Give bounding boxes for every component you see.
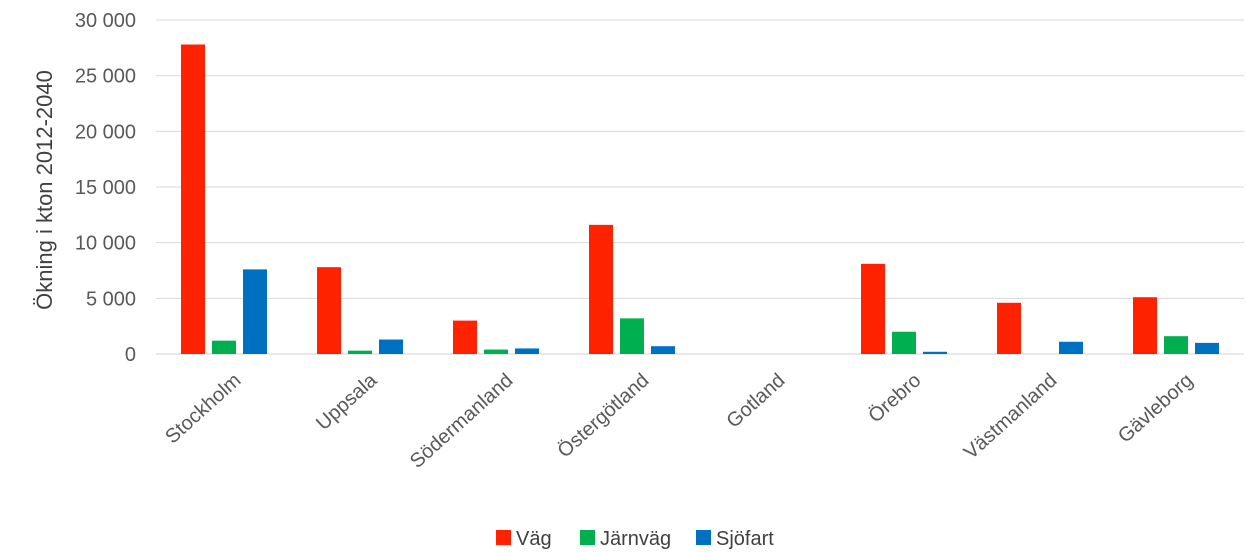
legend-label: Väg <box>516 528 552 550</box>
x-category-label: Södermanland <box>406 369 517 472</box>
bar-sjöfart-6 <box>1059 341 1083 354</box>
bar-sjöfart-5 <box>923 351 947 354</box>
y-tick-label: 5 000 <box>86 288 136 310</box>
legend-label: Järnväg <box>600 528 671 550</box>
x-category-label: Gävleborg <box>1114 369 1197 447</box>
y-tick-label: 25 000 <box>75 66 136 88</box>
bars <box>181 44 1219 354</box>
y-tick-label: 15 000 <box>75 177 136 199</box>
y-tick-label: 20 000 <box>75 121 136 143</box>
x-category-label: Östergötland <box>554 369 654 462</box>
bar-sjöfart-1 <box>379 339 403 354</box>
bar-sjöfart-3 <box>651 346 675 354</box>
bar-järnväg-0 <box>212 340 236 354</box>
bar-järnväg-1 <box>348 350 372 354</box>
legend-swatch-väg <box>496 530 511 545</box>
x-category-label: Örebro <box>864 369 925 427</box>
y-tick-label: 30 000 <box>75 10 136 32</box>
bar-väg-1 <box>317 267 341 354</box>
bar-väg-7 <box>1133 297 1157 354</box>
bar-sjöfart-0 <box>243 269 267 354</box>
bar-sjöfart-2 <box>515 348 539 354</box>
bar-järnväg-5 <box>892 331 916 354</box>
x-axis-category-labels: Stockholm Uppsala Södermanland Östergötland… <box>161 369 1197 473</box>
bar-sjöfart-7 <box>1195 342 1219 354</box>
y-axis-tick-labels: 0 5 000 10 000 15 000 20 000 25 000 30 000 <box>75 10 136 366</box>
legend-swatch-järnväg <box>580 530 595 545</box>
legend-label: Sjöfart <box>716 528 774 550</box>
bar-järnväg-3 <box>620 318 644 354</box>
x-category-label: Uppsala <box>312 369 382 435</box>
bar-väg-3 <box>589 224 613 354</box>
bar-väg-2 <box>453 320 477 354</box>
legend: Väg Järnväg Sjöfart <box>496 528 774 550</box>
x-category-label: Stockholm <box>161 369 245 448</box>
bar-järnväg-2 <box>484 349 508 354</box>
y-axis-title: Ökning i kton 2012-2040 <box>32 70 57 310</box>
bar-väg-5 <box>861 263 885 354</box>
y-tick-label: 10 000 <box>75 233 136 255</box>
x-category-label: Gotland <box>723 369 790 432</box>
bar-järnväg-7 <box>1164 336 1188 354</box>
bar-väg-0 <box>181 44 205 354</box>
bar-väg-6 <box>997 302 1021 354</box>
y-tick-label: 0 <box>125 344 136 366</box>
legend-swatch-sjöfart <box>696 530 711 545</box>
x-category-label: Västmanland <box>960 369 1061 463</box>
